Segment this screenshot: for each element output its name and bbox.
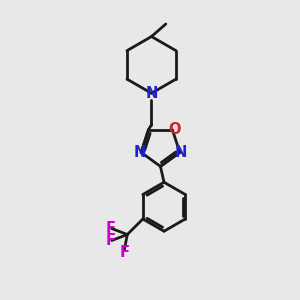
Text: F: F [105, 233, 115, 248]
Text: F: F [105, 221, 115, 236]
Text: N: N [145, 86, 158, 101]
Text: N: N [134, 145, 146, 160]
Text: N: N [175, 145, 188, 160]
Text: F: F [119, 245, 129, 260]
Text: O: O [168, 122, 180, 136]
